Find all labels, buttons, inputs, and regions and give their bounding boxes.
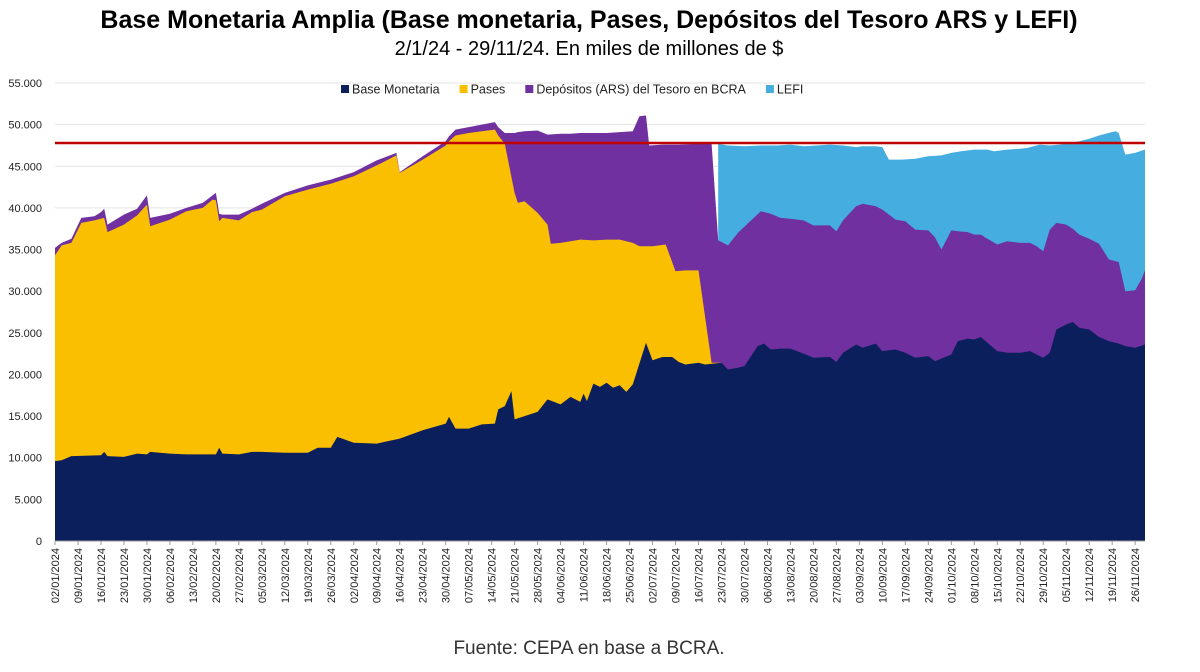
legend-label: Pases	[471, 83, 506, 97]
legend: Base Monetaria Pases Depósitos (ARS) del T…	[341, 83, 803, 97]
y-tick-label: 25.000	[8, 328, 42, 340]
x-tick-label: 20/02/2024	[211, 548, 223, 603]
x-tick-label: 26/11/2024	[1130, 548, 1142, 602]
x-tick-label: 28/05/2024	[533, 548, 545, 603]
legend-swatch	[459, 85, 468, 93]
x-tick-label: 13/08/2024	[785, 548, 797, 603]
x-tick-label: 06/08/2024	[762, 548, 774, 603]
y-tick-label: 50.000	[8, 120, 42, 132]
x-tick-label: 25/06/2024	[625, 548, 637, 603]
x-tick-label: 09/04/2024	[372, 548, 384, 603]
legend-item: Pases	[459, 83, 506, 97]
y-tick-label: 55.000	[8, 78, 42, 90]
x-tick-label: 11/06/2024	[579, 548, 591, 602]
legend-item: LEFI	[765, 83, 803, 97]
x-tick-label: 19/11/2024	[1107, 548, 1119, 602]
y-tick-label: 45.000	[8, 161, 42, 173]
legend-label: LEFI	[777, 83, 803, 97]
y-tick-label: 20.000	[8, 369, 42, 381]
y-tick-label: 15.000	[8, 411, 42, 423]
x-tick-label: 05/03/2024	[257, 548, 269, 603]
x-tick-label: 05/11/2024	[1061, 548, 1073, 602]
x-tick-label: 21/05/2024	[510, 548, 522, 603]
x-tick-label: 18/06/2024	[602, 548, 614, 603]
x-tick-label: 02/01/2024	[50, 548, 62, 603]
x-tick-label: 04/06/2024	[556, 548, 568, 603]
x-tick-label: 16/07/2024	[693, 548, 705, 603]
x-tick-label: 02/04/2024	[349, 548, 361, 603]
legend-item: Base Monetaria	[341, 83, 440, 97]
x-tick-label: 06/02/2024	[165, 548, 177, 603]
x-tick-label: 09/07/2024	[671, 548, 683, 603]
legend-swatch	[765, 85, 774, 93]
y-tick-label: 40.000	[8, 203, 42, 215]
x-tick-label: 14/05/2024	[487, 548, 499, 603]
y-tick-label: 30.000	[8, 286, 42, 298]
x-tick-label: 16/01/2024	[96, 548, 108, 603]
y-tick-label: 10.000	[8, 453, 42, 465]
legend-swatch	[341, 85, 349, 93]
stacked-areas	[55, 115, 1145, 542]
x-tick-label: 22/10/2024	[1015, 548, 1027, 603]
x-tick-label: 23/01/2024	[119, 548, 131, 603]
x-tick-label: 15/10/2024	[992, 548, 1004, 603]
x-tick-label: 17/09/2024	[900, 548, 912, 603]
x-tick-label: 03/09/2024	[854, 548, 866, 603]
x-tick-label: 19/03/2024	[303, 548, 315, 603]
x-tick-label: 12/03/2024	[280, 548, 292, 603]
x-tick-label: 23/04/2024	[418, 548, 430, 603]
x-tick-label: 24/09/2024	[923, 548, 935, 603]
y-tick-label: 0	[36, 536, 42, 548]
x-tick-label: 12/11/2024	[1084, 548, 1096, 602]
x-tick-label: 20/08/2024	[808, 548, 820, 603]
x-tick-label: 26/03/2024	[326, 548, 338, 603]
x-tick-label: 29/10/2024	[1038, 548, 1050, 603]
x-tick-label: 09/01/2024	[73, 548, 85, 603]
x-tick-label: 08/10/2024	[969, 548, 981, 603]
chart-subtitle: 2/1/24 - 29/11/24. En miles de millones …	[394, 38, 784, 60]
legend-swatch	[525, 85, 534, 93]
y-tick-label: 35.000	[8, 245, 42, 257]
axes: 0 5.000 10.000 15.000 20.000 25.000 30.000 35.0…	[8, 78, 1145, 603]
x-tick-label: 13/02/2024	[188, 548, 200, 603]
chart-title: Base Monetaria Amplia (Base monetaria, P…	[100, 6, 1078, 34]
x-tick-label: 27/08/2024	[831, 548, 843, 603]
x-tick-label: 30/04/2024	[441, 548, 453, 603]
x-tick-label: 23/07/2024	[716, 548, 728, 603]
legend-item: Depósitos (ARS) del Tesoro en BCRA	[525, 83, 747, 97]
legend-label: Depósitos (ARS) del Tesoro en BCRA	[536, 83, 746, 97]
x-tick-label: 01/10/2024	[946, 548, 958, 603]
x-tick-label: 02/07/2024	[648, 548, 660, 603]
x-tick-label: 30/07/2024	[739, 548, 751, 603]
x-tick-label: 07/05/2024	[464, 548, 476, 603]
source-note: Fuente: CEPA en base a BCRA.	[453, 638, 725, 659]
x-tick-label: 10/09/2024	[877, 548, 889, 603]
x-tick-label: 27/02/2024	[234, 548, 246, 603]
area-base-monetaria	[55, 322, 1145, 541]
legend-label: Base Monetaria	[352, 83, 440, 97]
x-tick-label: 30/01/2024	[142, 548, 154, 603]
x-tick-label: 16/04/2024	[395, 548, 407, 603]
y-tick-label: 5.000	[14, 494, 42, 506]
